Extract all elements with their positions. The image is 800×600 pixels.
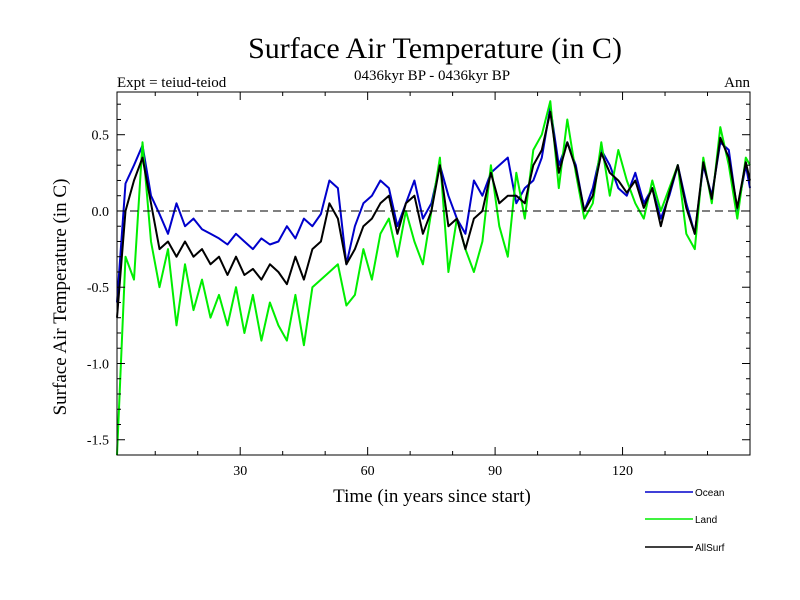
plot-frame [116,91,751,456]
y-tick-label: -1.0 [87,357,109,372]
series-line-land [116,100,751,456]
legend-label-ocean: Ocean [695,488,724,499]
legend-label-land: Land [695,515,717,526]
legend: Ocean Land AllSurf [645,488,725,554]
period-label: Ann [724,75,750,91]
x-tick-label: 60 [361,464,375,479]
y-tick-label: 0.0 [92,205,110,220]
series-lines [116,100,751,456]
x-tick-label: 90 [488,464,502,479]
x-axis-label: Time (in years since start) [333,486,531,507]
x-tick-label: 120 [612,464,633,479]
x-axis-ticks: 30 60 90 120 [154,92,751,479]
chart-title: Surface Air Temperature (in C) [248,32,622,65]
x-tick-label: 30 [233,464,247,479]
y-tick-label: 0.5 [92,129,110,144]
y-axis-ticks: 0.5 0.0 -0.5 -1.0 -1.5 [87,103,750,449]
chart-subtitle: 0436kyr BP - 0436kyr BP [354,68,510,84]
y-tick-label: -1.5 [87,434,109,449]
y-axis-label: Surface Air Temperature (in C) [50,179,71,416]
expt-label: Expt = teiud-teiod [117,75,227,91]
legend-label-allsurf: AllSurf [695,543,725,554]
y-tick-label: -0.5 [87,281,109,296]
series-line-allsurf [116,110,751,318]
